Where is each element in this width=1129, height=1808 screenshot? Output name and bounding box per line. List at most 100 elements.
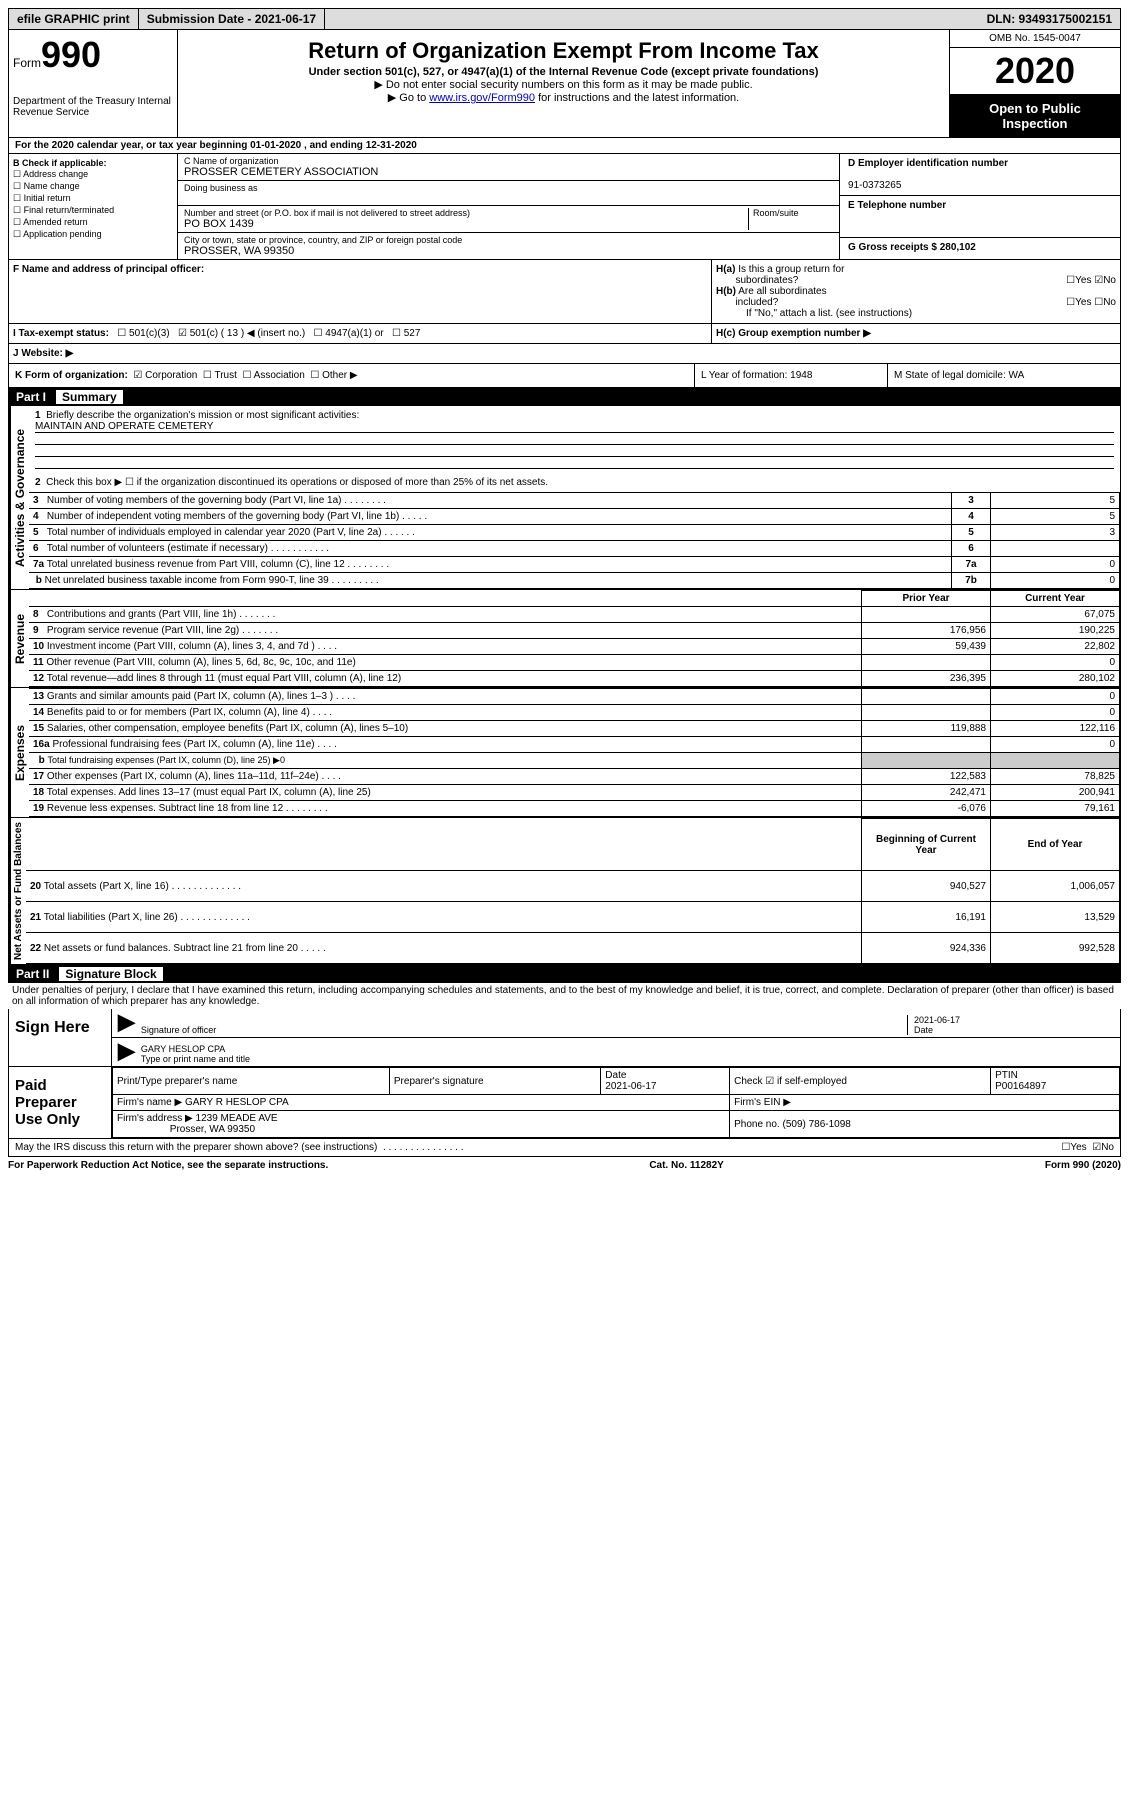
prep-date: 2021-06-17 bbox=[605, 1081, 656, 1092]
table-row: 6 Total number of volunteers (estimate i… bbox=[29, 541, 1120, 557]
firm-city: Prosser, WA 99350 bbox=[170, 1124, 255, 1135]
firm-addr: 1239 MEADE AVE bbox=[196, 1113, 278, 1124]
netassets-table: Beginning of Current YearEnd of Year 20 … bbox=[26, 818, 1120, 964]
cat-number: Cat. No. 11282Y bbox=[649, 1160, 723, 1171]
form-header: Form990 Department of the Treasury Inter… bbox=[8, 30, 1121, 138]
section-c: C Name of organization PROSSER CEMETERY … bbox=[178, 154, 840, 259]
sig-date-label: Date bbox=[914, 1025, 933, 1035]
opt-4947[interactable]: 4947(a)(1) or bbox=[325, 328, 383, 339]
form-ref: Form 990 (2020) bbox=[1045, 1160, 1121, 1171]
activities-section: Activities & Governance 1 Briefly descri… bbox=[8, 406, 1121, 590]
instr-link: ▶ Go to www.irs.gov/Form990 for instruct… bbox=[184, 91, 943, 104]
ein-value: 91-0373265 bbox=[848, 180, 901, 191]
period-a: For the 2020 calendar year, or tax year … bbox=[15, 140, 417, 151]
check-name-change[interactable]: ☐ Name change bbox=[13, 181, 173, 192]
opt-other[interactable]: Other ▶ bbox=[322, 370, 357, 381]
ein-label: D Employer identification number bbox=[848, 158, 1008, 169]
table-row: 12 Total revenue—add lines 8 through 11 … bbox=[29, 671, 1120, 687]
period-row: For the 2020 calendar year, or tax year … bbox=[8, 138, 1121, 154]
check-application-pending[interactable]: ☐ Application pending bbox=[13, 229, 173, 240]
discuss-no[interactable]: No bbox=[1101, 1142, 1114, 1153]
discuss-yes[interactable]: Yes bbox=[1070, 1142, 1086, 1153]
ha-yes[interactable]: Yes bbox=[1075, 275, 1091, 286]
expenses-label: Expenses bbox=[9, 688, 29, 817]
expenses-table: 13 Grants and similar amounts paid (Part… bbox=[29, 688, 1120, 817]
hc-label: H(c) Group exemption number ▶ bbox=[716, 328, 871, 339]
netassets-section: Net Assets or Fund Balances Beginning of… bbox=[8, 818, 1121, 965]
table-row: 22 Net assets or fund balances. Subtract… bbox=[26, 933, 1120, 964]
netassets-label: Net Assets or Fund Balances bbox=[9, 818, 26, 964]
irs-link[interactable]: www.irs.gov/Form990 bbox=[429, 92, 535, 104]
check-address-change[interactable]: ☐ Address change bbox=[13, 169, 173, 180]
year-formation: L Year of formation: 1948 bbox=[695, 364, 888, 387]
table-row: 5 Total number of individuals employed i… bbox=[29, 525, 1120, 541]
city-label: City or town, state or province, country… bbox=[184, 235, 462, 245]
efile-label[interactable]: efile GRAPHIC print bbox=[9, 9, 139, 29]
instr-ssn: ▶ Do not enter social security numbers o… bbox=[184, 78, 943, 91]
expenses-section: Expenses 13 Grants and similar amounts p… bbox=[8, 688, 1121, 818]
org-address: PO BOX 1439 bbox=[184, 218, 254, 230]
sig-date-value: 2021-06-17 bbox=[914, 1015, 960, 1025]
activities-label: Activities & Governance bbox=[9, 406, 29, 589]
col-prior: Prior Year bbox=[862, 591, 991, 607]
website-label: J Website: ▶ bbox=[13, 348, 73, 359]
section-b-title: B Check if applicable: bbox=[13, 158, 107, 168]
section-klm: K Form of organization: ☑ Corporation ☐ … bbox=[8, 364, 1121, 388]
revenue-section: Revenue Prior YearCurrent Year 8 Contrib… bbox=[8, 590, 1121, 688]
table-row: 20 Total assets (Part X, line 16) . . . … bbox=[26, 871, 1120, 902]
section-j: J Website: ▶ bbox=[8, 344, 1121, 364]
omb-number: OMB No. 1545-0047 bbox=[950, 30, 1120, 48]
table-row: 13 Grants and similar amounts paid (Part… bbox=[29, 689, 1120, 705]
table-row: 21 Total liabilities (Part X, line 26) .… bbox=[26, 902, 1120, 933]
tax-exempt-label: I Tax-exempt status: bbox=[13, 328, 109, 339]
instr-suffix: for instructions and the latest informat… bbox=[535, 92, 739, 104]
part2-title: Signature Block bbox=[59, 967, 162, 981]
line1-label: Briefly describe the organization's miss… bbox=[46, 410, 359, 421]
part1-header: Part I Summary bbox=[8, 388, 1121, 406]
hb-no[interactable]: No bbox=[1103, 297, 1116, 308]
hb-note: If "No," attach a list. (see instruction… bbox=[716, 308, 1116, 319]
table-row: 9 Program service revenue (Part VIII, li… bbox=[29, 623, 1120, 639]
check-self-employed[interactable]: Check ☑ if self-employed bbox=[730, 1068, 991, 1095]
org-name-label: C Name of organization bbox=[184, 156, 279, 166]
form-number: 990 bbox=[41, 34, 101, 75]
officer-name-label: Type or print name and title bbox=[141, 1054, 250, 1064]
ha-no[interactable]: No bbox=[1103, 275, 1116, 286]
section-i-row: I Tax-exempt status: ☐ 501(c)(3) ☑ 501(c… bbox=[8, 324, 1121, 344]
right-info: D Employer identification number 91-0373… bbox=[840, 154, 1120, 259]
check-initial-return[interactable]: ☐ Initial return bbox=[13, 193, 173, 204]
officer-label: F Name and address of principal officer: bbox=[13, 264, 204, 275]
org-city: PROSSER, WA 99350 bbox=[184, 245, 294, 257]
activities-table: 3 Number of voting members of the govern… bbox=[29, 492, 1120, 589]
submission-date: Submission Date - 2021-06-17 bbox=[139, 9, 325, 29]
opt-527[interactable]: 527 bbox=[404, 328, 421, 339]
sign-here-section: Sign Here ▶ Signature of officer 2021-06… bbox=[8, 1009, 1121, 1067]
ptin-value: P00164897 bbox=[995, 1081, 1046, 1092]
room-label: Room/suite bbox=[749, 208, 833, 230]
table-row: 18 Total expenses. Add lines 13–17 (must… bbox=[29, 785, 1120, 801]
check-final-return[interactable]: ☐ Final return/terminated bbox=[13, 205, 173, 216]
addr-label: Number and street (or P.O. box if mail i… bbox=[184, 208, 470, 218]
tax-year: 2020 bbox=[950, 48, 1120, 95]
table-row: b Net unrelated business taxable income … bbox=[29, 573, 1120, 589]
form-subtitle: Under section 501(c), 527, or 4947(a)(1)… bbox=[184, 66, 943, 78]
line2-label: Check this box ▶ ☐ if the organization d… bbox=[46, 477, 548, 488]
opt-corp[interactable]: Corporation bbox=[145, 370, 197, 381]
dba-label: Doing business as bbox=[184, 183, 258, 193]
public-inspection: Open to Public Inspection bbox=[950, 95, 1120, 137]
revenue-table: Prior YearCurrent Year 8 Contributions a… bbox=[29, 590, 1120, 687]
opt-501c3[interactable]: 501(c)(3) bbox=[129, 328, 170, 339]
opt-501c[interactable]: 501(c) ( 13 ) ◀ (insert no.) bbox=[190, 328, 306, 339]
opt-assoc[interactable]: Association bbox=[254, 370, 305, 381]
phone-label: E Telephone number bbox=[848, 200, 946, 211]
check-amended-return[interactable]: ☐ Amended return bbox=[13, 217, 173, 228]
org-name: PROSSER CEMETERY ASSOCIATION bbox=[184, 166, 378, 178]
header-right: OMB No. 1545-0047 2020 Open to Public In… bbox=[949, 30, 1120, 137]
gross-receipts: G Gross receipts $ 280,102 bbox=[848, 242, 976, 253]
table-row: 10 Investment income (Part VIII, column … bbox=[29, 639, 1120, 655]
hb-yes[interactable]: Yes bbox=[1075, 297, 1091, 308]
paid-preparer-label: Paid Preparer Use Only bbox=[9, 1067, 112, 1138]
firm-name-label: Firm's name ▶ bbox=[117, 1097, 182, 1108]
paperwork-notice: For Paperwork Reduction Act Notice, see … bbox=[8, 1160, 328, 1171]
opt-trust[interactable]: Trust bbox=[214, 370, 236, 381]
